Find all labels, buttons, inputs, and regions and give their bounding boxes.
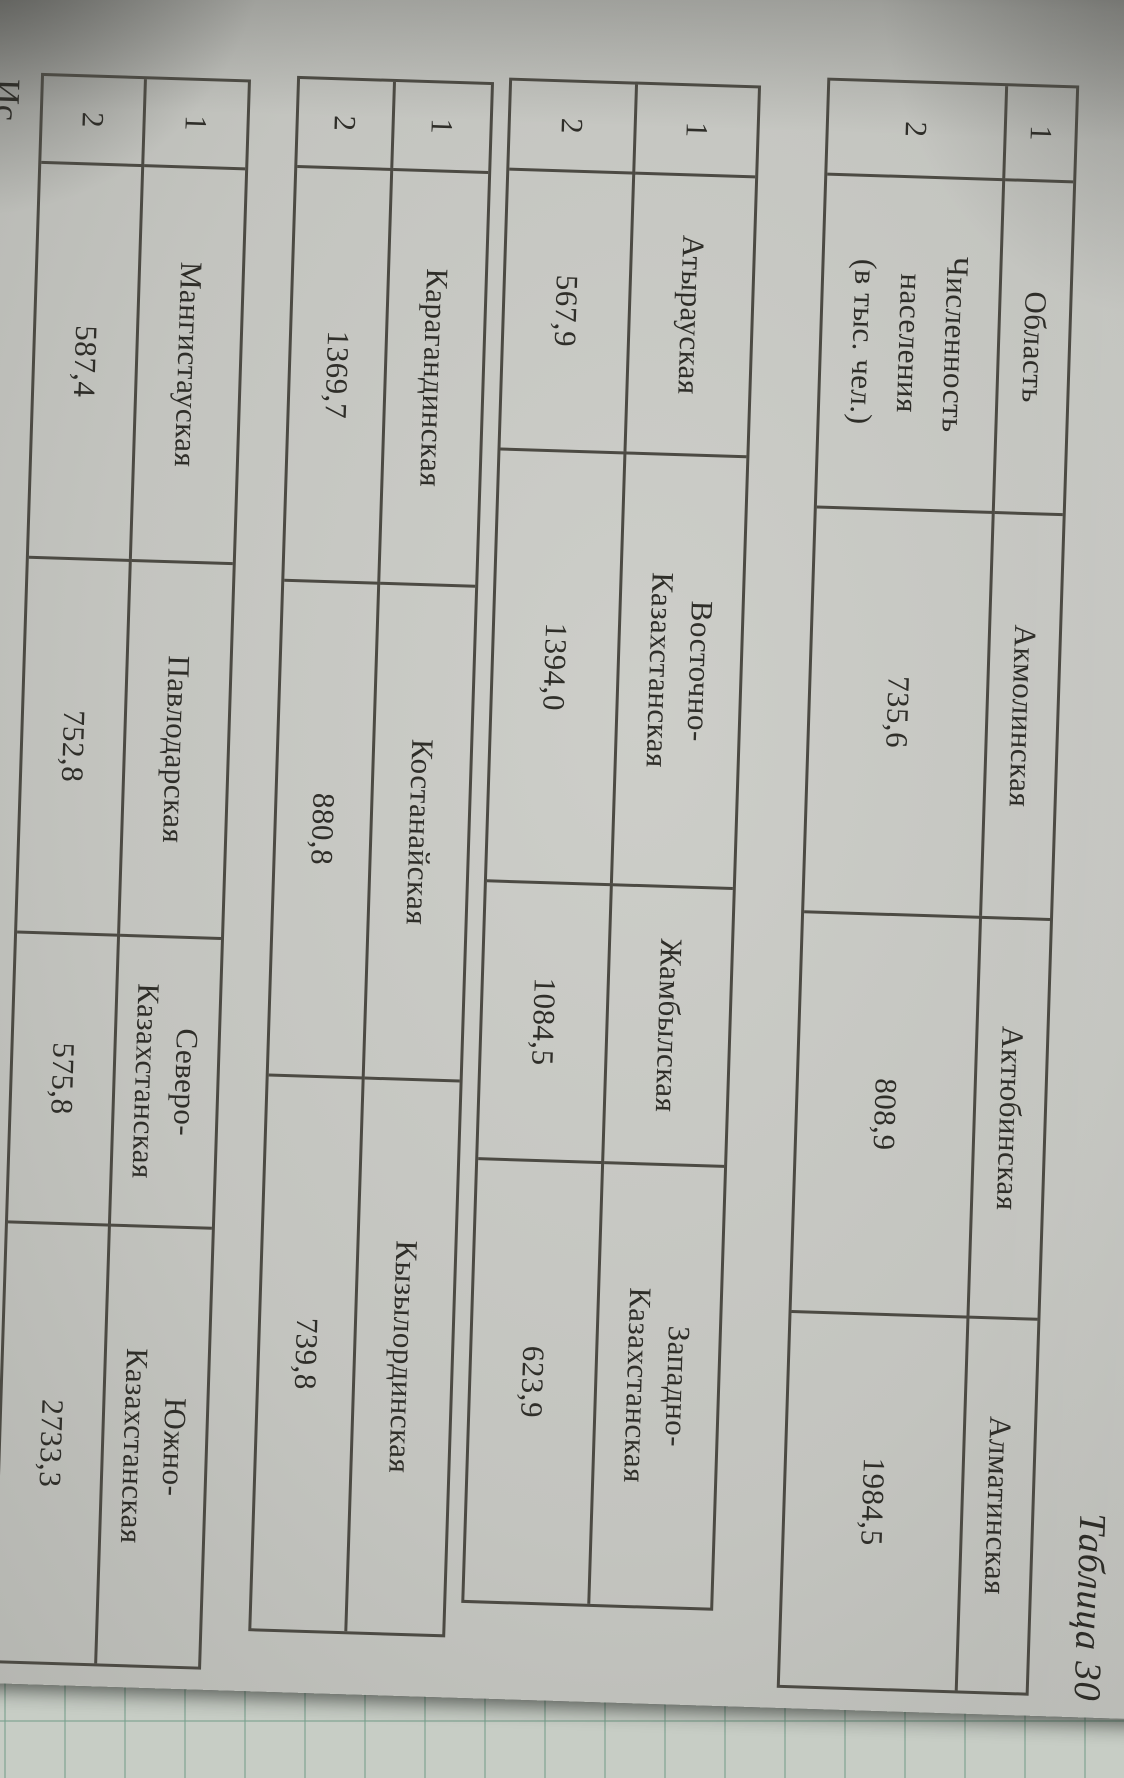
population-table-4: 1 Мангистауская Павлодарская Северо- Казахс… bbox=[0, 72, 251, 1670]
region-name-cell: Алматинская bbox=[957, 1315, 1038, 1693]
population-value-cell: 2733,3 bbox=[0, 1220, 111, 1664]
population-table-3: 1 Карагандинская Костанайская Кызылординска… bbox=[248, 75, 495, 1638]
region-name-cell: Актюбинская bbox=[969, 915, 1051, 1318]
region-name-cell: Атырауская bbox=[626, 171, 756, 456]
region-name-cell: Павлодарская bbox=[120, 558, 233, 937]
row-number-cell: 1 bbox=[679, 121, 715, 139]
region-name-cell: Восточно- Казахстанская bbox=[612, 451, 747, 888]
population-value-cell: 1984,5 bbox=[779, 1310, 970, 1691]
population-value-cell: 739,8 bbox=[251, 1073, 365, 1632]
region-name-cell: Акмолинская bbox=[982, 511, 1063, 918]
column-header-population: Численность населения (в тыс. чел.) bbox=[816, 172, 1006, 512]
region-name-cell: Западно- Казахстанская bbox=[590, 1161, 725, 1608]
population-value-cell: 808,9 bbox=[791, 910, 983, 1316]
region-name-cell: Жамбылская bbox=[604, 883, 733, 1165]
row-number-cell: 1 bbox=[178, 114, 215, 132]
table-caption: Таблица 30 bbox=[1065, 1512, 1114, 1703]
population-value-cell: 575,8 bbox=[8, 930, 121, 1224]
column-header-region: Область bbox=[994, 178, 1074, 514]
row-number-cell: 2 bbox=[509, 80, 639, 172]
population-table-2: 1 Атырауская Восточно- Казахстанская Жамбыл… bbox=[461, 77, 762, 1611]
row-number-cell: 1 bbox=[424, 117, 461, 136]
region-name-cell: Южно- Казахстанская bbox=[97, 1223, 212, 1667]
row-number-cell: 2 bbox=[41, 75, 147, 165]
row-number-cell: 2 bbox=[827, 80, 1009, 179]
population-value-cell: 1084,5 bbox=[478, 879, 613, 1162]
population-value-cell: 1369,7 bbox=[284, 164, 394, 582]
region-name-cell: Кызылординская bbox=[347, 1076, 460, 1635]
row-number-cell: 2 bbox=[297, 79, 396, 168]
population-value-cell: 587,4 bbox=[28, 160, 145, 559]
region-name-cell: Мангистауская bbox=[131, 164, 246, 563]
population-value-cell: 623,9 bbox=[464, 1157, 605, 1604]
region-name-cell: Карагандинская bbox=[380, 167, 489, 585]
clipped-text-fragment: Ис bbox=[0, 78, 28, 122]
population-value-cell: 735,6 bbox=[804, 505, 995, 916]
population-value-cell: 880,8 bbox=[268, 578, 381, 1077]
region-name-cell: Северо- Казахстанская bbox=[110, 933, 222, 1227]
region-name-cell: Костанайская bbox=[364, 581, 476, 1080]
population-value-cell: 567,9 bbox=[500, 167, 636, 452]
population-value-cell: 752,8 bbox=[17, 555, 132, 934]
population-value-cell: 1394,0 bbox=[486, 447, 627, 884]
row-number-cell: 1 bbox=[1023, 124, 1059, 142]
population-table-1: 1 Область Акмолинская Актюбинская Алматинска… bbox=[776, 77, 1080, 1696]
